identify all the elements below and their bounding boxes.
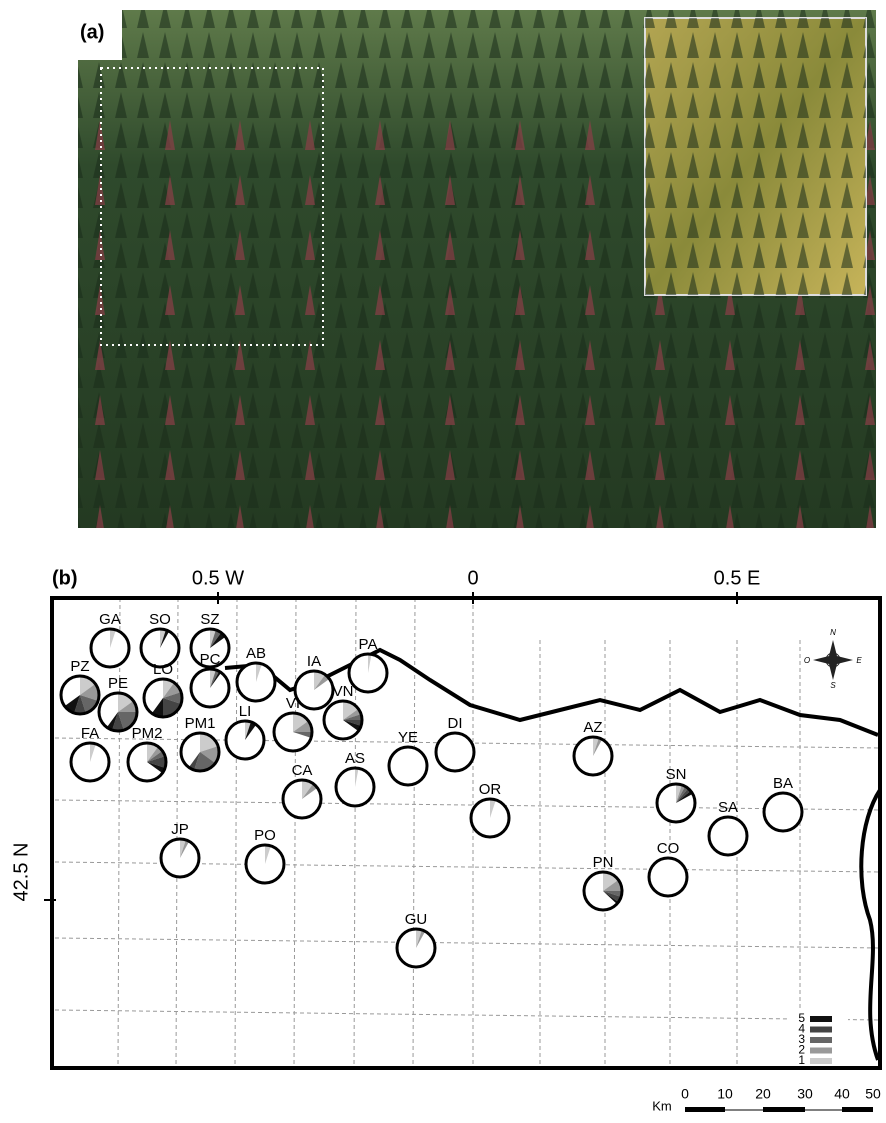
site-pie — [471, 799, 509, 837]
site-pie — [237, 663, 275, 701]
site-label: SO — [149, 611, 171, 628]
scale-tick-label: 20 — [755, 1086, 771, 1102]
photo — [78, 10, 876, 528]
site-pie — [764, 793, 802, 831]
legend-swatch — [810, 1048, 832, 1054]
site-pie — [71, 743, 109, 781]
site-pie — [226, 721, 264, 759]
site-label: DI — [448, 715, 463, 732]
site-label: GU — [405, 911, 428, 928]
legend-swatch — [810, 1058, 832, 1064]
scale-tick-label: 0 — [681, 1086, 689, 1102]
site-label: PN — [593, 854, 614, 871]
site-pie — [181, 733, 219, 771]
site-label: LI — [239, 703, 252, 720]
site-pie — [389, 747, 427, 785]
panel-label: (b) — [52, 567, 78, 589]
site-label: CO — [657, 840, 680, 857]
site-pie — [324, 701, 362, 739]
site-pie — [283, 780, 321, 818]
site-label: CA — [292, 762, 313, 779]
site-label: PC — [200, 651, 221, 668]
latitude-label: 42.5 N — [10, 843, 32, 902]
site-label: AZ — [583, 719, 602, 736]
site-pie — [144, 679, 182, 717]
longitude-label: 0.5 E — [714, 567, 761, 589]
figure: (a) (b) 0.5 W 0 0.5 E 42.5 N N S E O Km … — [0, 0, 886, 1118]
scale-tick-label: 10 — [717, 1086, 733, 1102]
panel-label: (a) — [80, 21, 104, 43]
site-label: VN — [333, 683, 354, 700]
site-pie — [91, 629, 129, 667]
site-label: PA — [359, 636, 378, 653]
scale-tick-label: 30 — [797, 1086, 813, 1102]
site-pie — [584, 872, 622, 910]
longitude-label: 0 — [467, 567, 478, 589]
region-border — [225, 650, 880, 1060]
site-label: FA — [81, 725, 99, 742]
site-pie — [274, 713, 312, 751]
site-label: PM2 — [132, 725, 163, 742]
site-label: AS — [345, 750, 365, 767]
site-label: GA — [99, 611, 121, 628]
site-pie — [191, 669, 229, 707]
site-label: PM1 — [185, 715, 216, 732]
site-label: BA — [773, 775, 793, 792]
legend-label: 1 — [798, 1053, 805, 1067]
longitude-label: 0.5 W — [192, 567, 244, 589]
site-label: SZ — [200, 611, 219, 628]
site-pie — [649, 858, 687, 896]
site-label: AB — [246, 645, 266, 662]
legend-swatch — [810, 1016, 832, 1022]
site-label: VI — [286, 695, 300, 712]
site-pie — [246, 845, 284, 883]
compass-letter: S — [830, 681, 836, 690]
site-pie — [128, 743, 166, 781]
site-label: PO — [254, 827, 276, 844]
site-label: YE — [398, 729, 418, 746]
legend-swatch — [810, 1037, 832, 1043]
compass-letter: O — [804, 656, 810, 665]
legend-swatch — [810, 1027, 832, 1033]
site-pie — [161, 839, 199, 877]
site-pie — [574, 737, 612, 775]
site-label: PZ — [70, 658, 89, 675]
page: (a) (b) 0.5 W 0 0.5 E 42.5 N N S E O Km … — [0, 0, 886, 1123]
site-label: SA — [718, 799, 738, 816]
compass-letter: N — [830, 628, 836, 637]
site-label: LO — [153, 661, 173, 678]
site-pie — [336, 768, 374, 806]
site-label: PE — [108, 675, 128, 692]
site-label: JP — [171, 821, 189, 838]
site-pie — [295, 671, 333, 709]
site-pie — [709, 817, 747, 855]
site-pie — [397, 929, 435, 967]
compass-letter: E — [856, 656, 862, 665]
site-label: SN — [666, 766, 687, 783]
site-pie — [61, 676, 99, 714]
compass: N S E O — [804, 628, 862, 690]
scale-tick-label: 40 — [834, 1086, 850, 1102]
site-pie — [436, 733, 474, 771]
scale-bar — [685, 1107, 873, 1112]
site-pie — [349, 654, 387, 692]
site-pie — [657, 784, 695, 822]
scale-tick-label: 50 — [865, 1086, 881, 1102]
site-label: IA — [307, 653, 321, 670]
scale-unit: Km — [652, 1098, 672, 1113]
site-label: OR — [479, 781, 502, 798]
